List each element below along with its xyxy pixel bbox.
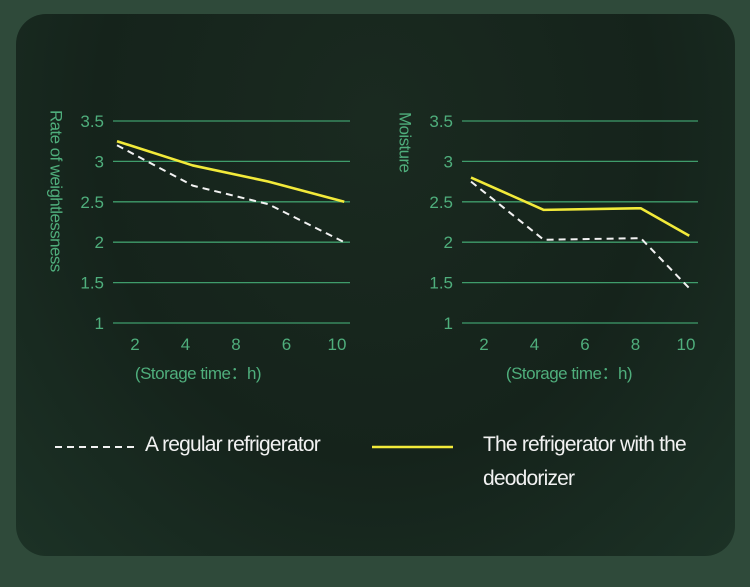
y-tick-label: 1 bbox=[444, 314, 453, 333]
y-tick-label: 3 bbox=[444, 152, 453, 171]
x-tick-label: 8 bbox=[231, 335, 240, 354]
y-tick-label: 3 bbox=[95, 152, 104, 171]
x-tick-label: 6 bbox=[282, 335, 291, 354]
chart-moisture: 3.5 3 2.5 2 1.5 1 2 4 6 8 10 (Storage time：h) Moistu… bbox=[396, 112, 698, 383]
y-tick-label: 3.5 bbox=[429, 112, 453, 131]
series-line-regular bbox=[470, 180, 690, 289]
x-tick-label: 4 bbox=[181, 335, 190, 354]
x-axis-label: (Storage time：h) bbox=[506, 364, 632, 383]
x-tick-label: 10 bbox=[328, 335, 347, 354]
y-tick-label: 2 bbox=[95, 233, 104, 252]
x-tick-label: 10 bbox=[677, 335, 696, 354]
legend-regular-label: A regular refrigerator bbox=[145, 433, 321, 456]
y-tick-label: 1.5 bbox=[80, 274, 104, 293]
series-line-deodorizer bbox=[116, 139, 345, 204]
x-tick-label: 2 bbox=[479, 335, 488, 354]
y-tick-label: 2.5 bbox=[80, 193, 104, 212]
x-tick-label: 4 bbox=[530, 335, 539, 354]
x-tick-label: 2 bbox=[130, 335, 139, 354]
y-tick-label: 2.5 bbox=[429, 193, 453, 212]
y-tick-label: 2 bbox=[444, 233, 453, 252]
x-tick-label: 8 bbox=[631, 335, 640, 354]
x-tick-label: 6 bbox=[580, 335, 589, 354]
y-tick-label: 3.5 bbox=[80, 112, 104, 131]
x-axis-label: (Storage time：h) bbox=[135, 364, 261, 383]
series-line-regular bbox=[116, 144, 345, 244]
y-tick-label: 1.5 bbox=[429, 274, 453, 293]
series-line-deodorizer bbox=[470, 176, 690, 237]
chart-panel bbox=[16, 14, 735, 556]
y-tick-label: 1 bbox=[95, 314, 104, 333]
chart-weightlessness: 3.5 3 2.5 2 1.5 1 2 4 8 6 10 (Storage time：h) Rate o… bbox=[47, 110, 350, 383]
legend-deodorizer-label: The refrigerator with the deodorizer bbox=[483, 433, 687, 490]
y-axis-label: Rate of weightlessness bbox=[47, 110, 66, 272]
y-axis-label: Moisture bbox=[396, 112, 415, 173]
